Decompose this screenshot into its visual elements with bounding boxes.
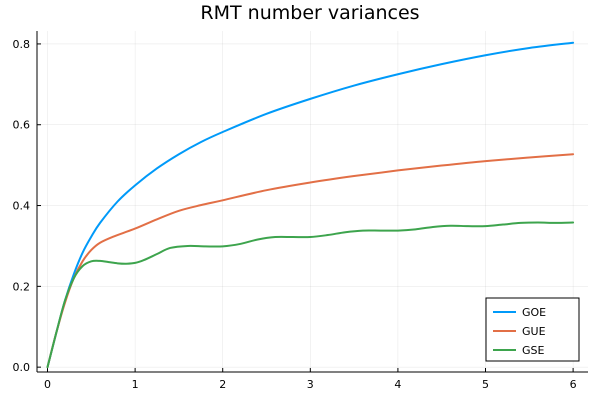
legend-label-gue: GUE	[522, 325, 546, 338]
series-line-gse	[46, 221, 575, 369]
series-lines	[46, 41, 575, 369]
y-tick-label: 0.0	[13, 361, 31, 374]
x-tick-label: 0	[44, 378, 51, 391]
x-tick-label: 3	[307, 378, 314, 391]
y-axis-ticks: 0.0 0.2 0.4 0.6 0.8	[13, 38, 41, 374]
x-tick-label: 5	[482, 378, 489, 391]
legend: GOE GUE GSE	[485, 297, 580, 362]
legend-label-gse: GSE	[522, 344, 545, 357]
x-tick-label: 1	[132, 378, 139, 391]
y-tick-label: 0.6	[13, 119, 31, 132]
series-line-goe	[46, 41, 575, 369]
x-tick-label: 4	[394, 378, 401, 391]
y-tick-label: 0.8	[13, 38, 31, 51]
chart-title: RMT number variances	[200, 2, 419, 24]
x-tick-label: 2	[219, 378, 226, 391]
grid-lines	[37, 31, 588, 372]
x-axis-ticks: 0 1 2 3 4 5 6	[44, 368, 577, 391]
x-tick-label: 6	[570, 378, 577, 391]
legend-label-goe: GOE	[522, 306, 546, 319]
axes	[36, 31, 588, 373]
y-tick-label: 0.2	[13, 280, 31, 293]
y-tick-label: 0.4	[13, 200, 31, 213]
